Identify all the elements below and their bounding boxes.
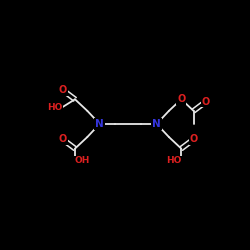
Text: O: O xyxy=(58,85,67,95)
Text: O: O xyxy=(190,134,198,144)
Text: N: N xyxy=(95,119,104,129)
Text: O: O xyxy=(202,96,210,106)
Text: O: O xyxy=(177,94,186,104)
Text: O: O xyxy=(58,134,67,144)
Text: HO: HO xyxy=(47,102,63,112)
Text: HO: HO xyxy=(166,156,181,166)
Text: N: N xyxy=(152,119,161,129)
Text: OH: OH xyxy=(75,156,90,166)
